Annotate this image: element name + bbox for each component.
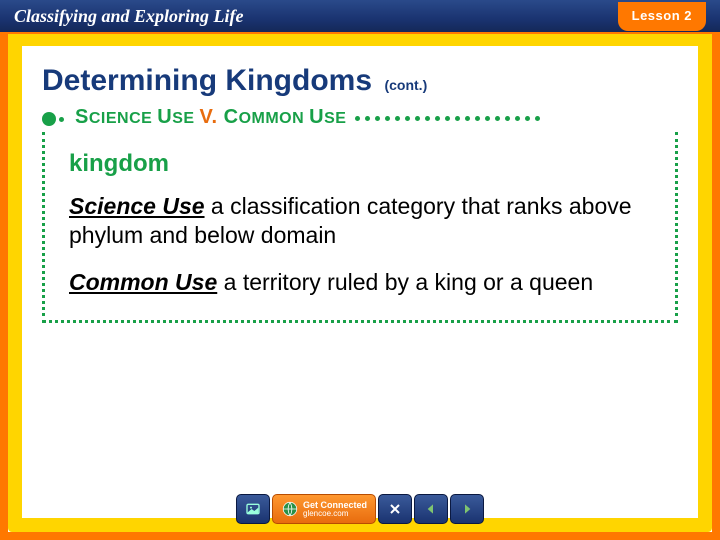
image-icon bbox=[245, 501, 261, 517]
science-use-definition: Science Use a classification category th… bbox=[69, 192, 651, 250]
banner-c2: OMMON bbox=[239, 110, 310, 127]
chapter-title: Classifying and Exploring Life bbox=[14, 6, 618, 27]
term: kingdom bbox=[69, 150, 651, 178]
science-vs-common-banner: SCIENCE USE V. COMMON USE bbox=[69, 106, 546, 129]
close-button[interactable] bbox=[378, 494, 412, 524]
bottom-nav: Get Connected glencoe.com bbox=[236, 494, 484, 524]
lesson-badge: Lesson 2 bbox=[618, 2, 706, 31]
slide: Classifying and Exploring Life Lesson 2 … bbox=[0, 0, 720, 540]
page-heading: Determining Kingdoms bbox=[42, 64, 372, 97]
common-use-definition: Common Use a territory ruled by a king o… bbox=[69, 268, 651, 297]
common-use-text: a territory ruled by a king or a queen bbox=[217, 269, 593, 295]
chevron-left-icon bbox=[423, 501, 439, 517]
banner-c1: C bbox=[218, 106, 239, 128]
banner-s2: CIENCE bbox=[89, 110, 157, 127]
banner-u1: U bbox=[157, 106, 172, 128]
top-bar: Classifying and Exploring Life Lesson 2 bbox=[0, 0, 720, 34]
next-button[interactable] bbox=[450, 494, 484, 524]
close-icon bbox=[387, 501, 403, 517]
chevron-right-icon bbox=[459, 501, 475, 517]
prev-button[interactable] bbox=[414, 494, 448, 524]
banner-u3: U bbox=[309, 106, 324, 128]
science-use-label: Science Use bbox=[69, 193, 205, 219]
get-connected-button[interactable]: Get Connected glencoe.com bbox=[272, 494, 376, 524]
connect-label: Get Connected glencoe.com bbox=[303, 501, 367, 518]
common-use-label: Common Use bbox=[69, 269, 217, 295]
banner-u2: SE bbox=[172, 110, 199, 127]
banner-s1: S bbox=[75, 106, 89, 128]
heading-cont: (cont.) bbox=[384, 77, 427, 93]
banner-u4: SE bbox=[324, 110, 346, 127]
definition-box: SCIENCE USE V. COMMON USE kingdom Scienc… bbox=[42, 132, 678, 323]
bullet-icon bbox=[42, 112, 56, 126]
globe-icon bbox=[281, 500, 299, 518]
banner-vs: V. bbox=[200, 106, 218, 128]
heading-row: Determining Kingdoms (cont.) bbox=[42, 64, 678, 98]
content-area: Determining Kingdoms (cont.) SCIENCE USE… bbox=[42, 64, 678, 480]
image-button[interactable] bbox=[236, 494, 270, 524]
connect-t2: glencoe.com bbox=[303, 510, 367, 518]
